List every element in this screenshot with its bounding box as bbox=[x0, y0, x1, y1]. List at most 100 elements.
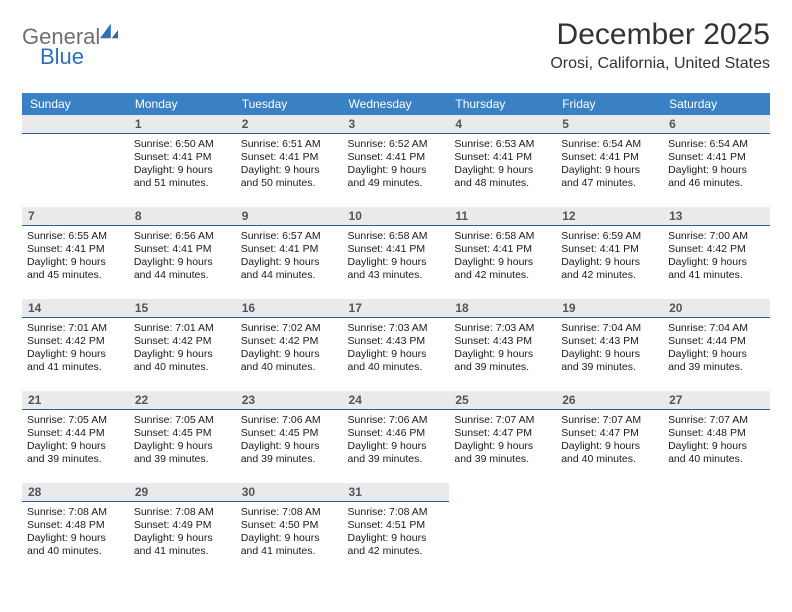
day-body: Sunrise: 7:05 AMSunset: 4:44 PMDaylight:… bbox=[22, 410, 129, 483]
daylight-line: Daylight: 9 hours and 39 minutes. bbox=[27, 440, 124, 466]
calendar-cell: 11Sunrise: 6:58 AMSunset: 4:41 PMDayligh… bbox=[449, 207, 556, 299]
day-number bbox=[449, 483, 556, 501]
weekday-sun: Sunday bbox=[22, 93, 129, 115]
day-number: 5 bbox=[556, 115, 663, 134]
calendar-row: 14Sunrise: 7:01 AMSunset: 4:42 PMDayligh… bbox=[22, 299, 770, 391]
calendar-cell: 24Sunrise: 7:06 AMSunset: 4:46 PMDayligh… bbox=[343, 391, 450, 483]
day-number: 4 bbox=[449, 115, 556, 134]
page-title: December 2025 bbox=[550, 18, 770, 51]
calendar-cell: 2Sunrise: 6:51 AMSunset: 4:41 PMDaylight… bbox=[236, 115, 343, 207]
day-number: 31 bbox=[343, 483, 450, 502]
weekday-fri: Friday bbox=[556, 93, 663, 115]
day-number: 10 bbox=[343, 207, 450, 226]
calendar-cell: 26Sunrise: 7:07 AMSunset: 4:47 PMDayligh… bbox=[556, 391, 663, 483]
calendar-cell: 22Sunrise: 7:05 AMSunset: 4:45 PMDayligh… bbox=[129, 391, 236, 483]
sunrise-line: Sunrise: 6:54 AM bbox=[561, 138, 658, 151]
day-number bbox=[556, 483, 663, 501]
sunset-line: Sunset: 4:48 PM bbox=[27, 519, 124, 532]
calendar-body: 1Sunrise: 6:50 AMSunset: 4:41 PMDaylight… bbox=[22, 115, 770, 575]
calendar-cell: 8Sunrise: 6:56 AMSunset: 4:41 PMDaylight… bbox=[129, 207, 236, 299]
day-body: Sunrise: 7:07 AMSunset: 4:48 PMDaylight:… bbox=[663, 410, 770, 483]
calendar-cell: 12Sunrise: 6:59 AMSunset: 4:41 PMDayligh… bbox=[556, 207, 663, 299]
sunrise-line: Sunrise: 6:59 AM bbox=[561, 230, 658, 243]
sunrise-line: Sunrise: 6:51 AM bbox=[241, 138, 338, 151]
day-body: Sunrise: 6:58 AMSunset: 4:41 PMDaylight:… bbox=[343, 226, 450, 299]
calendar-cell: 29Sunrise: 7:08 AMSunset: 4:49 PMDayligh… bbox=[129, 483, 236, 575]
daylight-line: Daylight: 9 hours and 40 minutes. bbox=[134, 348, 231, 374]
sunset-line: Sunset: 4:41 PM bbox=[134, 151, 231, 164]
day-number: 22 bbox=[129, 391, 236, 410]
day-body: Sunrise: 7:01 AMSunset: 4:42 PMDaylight:… bbox=[22, 318, 129, 391]
calendar-row: 1Sunrise: 6:50 AMSunset: 4:41 PMDaylight… bbox=[22, 115, 770, 207]
day-body: Sunrise: 6:55 AMSunset: 4:41 PMDaylight:… bbox=[22, 226, 129, 299]
sunset-line: Sunset: 4:42 PM bbox=[241, 335, 338, 348]
sunset-line: Sunset: 4:44 PM bbox=[668, 335, 765, 348]
day-number: 26 bbox=[556, 391, 663, 410]
day-body: Sunrise: 7:04 AMSunset: 4:43 PMDaylight:… bbox=[556, 318, 663, 391]
sunset-line: Sunset: 4:51 PM bbox=[348, 519, 445, 532]
day-body bbox=[449, 501, 556, 575]
sunrise-line: Sunrise: 6:52 AM bbox=[348, 138, 445, 151]
title-block: December 2025 Orosi, California, United … bbox=[550, 18, 770, 73]
brand-word-blue: Blue bbox=[40, 44, 84, 69]
daylight-line: Daylight: 9 hours and 51 minutes. bbox=[134, 164, 231, 190]
calendar-row: 7Sunrise: 6:55 AMSunset: 4:41 PMDaylight… bbox=[22, 207, 770, 299]
day-body: Sunrise: 6:54 AMSunset: 4:41 PMDaylight:… bbox=[556, 134, 663, 207]
sunrise-line: Sunrise: 7:08 AM bbox=[27, 506, 124, 519]
daylight-line: Daylight: 9 hours and 47 minutes. bbox=[561, 164, 658, 190]
weekday-tue: Tuesday bbox=[236, 93, 343, 115]
calendar-cell: 16Sunrise: 7:02 AMSunset: 4:42 PMDayligh… bbox=[236, 299, 343, 391]
day-number: 8 bbox=[129, 207, 236, 226]
daylight-line: Daylight: 9 hours and 42 minutes. bbox=[454, 256, 551, 282]
sunrise-line: Sunrise: 6:55 AM bbox=[27, 230, 124, 243]
daylight-line: Daylight: 9 hours and 40 minutes. bbox=[668, 440, 765, 466]
sunset-line: Sunset: 4:41 PM bbox=[241, 243, 338, 256]
day-body: Sunrise: 7:07 AMSunset: 4:47 PMDaylight:… bbox=[556, 410, 663, 483]
sunrise-line: Sunrise: 7:08 AM bbox=[241, 506, 338, 519]
day-body: Sunrise: 6:58 AMSunset: 4:41 PMDaylight:… bbox=[449, 226, 556, 299]
calendar-cell bbox=[556, 483, 663, 575]
day-body: Sunrise: 7:01 AMSunset: 4:42 PMDaylight:… bbox=[129, 318, 236, 391]
day-number: 25 bbox=[449, 391, 556, 410]
day-body bbox=[22, 134, 129, 207]
sunset-line: Sunset: 4:45 PM bbox=[134, 427, 231, 440]
sunrise-line: Sunrise: 7:03 AM bbox=[454, 322, 551, 335]
sunset-line: Sunset: 4:47 PM bbox=[454, 427, 551, 440]
sunrise-line: Sunrise: 7:06 AM bbox=[241, 414, 338, 427]
day-body: Sunrise: 7:08 AMSunset: 4:49 PMDaylight:… bbox=[129, 502, 236, 575]
day-number: 13 bbox=[663, 207, 770, 226]
day-body bbox=[556, 501, 663, 575]
day-number: 6 bbox=[663, 115, 770, 134]
calendar-cell: 3Sunrise: 6:52 AMSunset: 4:41 PMDaylight… bbox=[343, 115, 450, 207]
daylight-line: Daylight: 9 hours and 41 minutes. bbox=[134, 532, 231, 558]
daylight-line: Daylight: 9 hours and 39 minutes. bbox=[668, 348, 765, 374]
day-body: Sunrise: 7:06 AMSunset: 4:45 PMDaylight:… bbox=[236, 410, 343, 483]
sunset-line: Sunset: 4:43 PM bbox=[561, 335, 658, 348]
sunrise-line: Sunrise: 7:05 AM bbox=[27, 414, 124, 427]
sunset-line: Sunset: 4:41 PM bbox=[348, 243, 445, 256]
location-subtitle: Orosi, California, United States bbox=[550, 55, 770, 73]
day-body: Sunrise: 6:56 AMSunset: 4:41 PMDaylight:… bbox=[129, 226, 236, 299]
weekday-thu: Thursday bbox=[449, 93, 556, 115]
calendar-cell: 28Sunrise: 7:08 AMSunset: 4:48 PMDayligh… bbox=[22, 483, 129, 575]
sunrise-line: Sunrise: 7:07 AM bbox=[454, 414, 551, 427]
daylight-line: Daylight: 9 hours and 39 minutes. bbox=[561, 348, 658, 374]
calendar-cell: 4Sunrise: 6:53 AMSunset: 4:41 PMDaylight… bbox=[449, 115, 556, 207]
daylight-line: Daylight: 9 hours and 49 minutes. bbox=[348, 164, 445, 190]
sunset-line: Sunset: 4:46 PM bbox=[348, 427, 445, 440]
calendar-table: Sunday Monday Tuesday Wednesday Thursday… bbox=[22, 93, 770, 575]
calendar-page: General December 2025 Orosi, California,… bbox=[0, 0, 792, 612]
day-body: Sunrise: 7:05 AMSunset: 4:45 PMDaylight:… bbox=[129, 410, 236, 483]
sunrise-line: Sunrise: 7:08 AM bbox=[134, 506, 231, 519]
sunset-line: Sunset: 4:41 PM bbox=[454, 243, 551, 256]
day-number: 7 bbox=[22, 207, 129, 226]
sunrise-line: Sunrise: 6:57 AM bbox=[241, 230, 338, 243]
sunset-line: Sunset: 4:49 PM bbox=[134, 519, 231, 532]
daylight-line: Daylight: 9 hours and 39 minutes. bbox=[241, 440, 338, 466]
sunrise-line: Sunrise: 7:06 AM bbox=[348, 414, 445, 427]
day-body: Sunrise: 7:00 AMSunset: 4:42 PMDaylight:… bbox=[663, 226, 770, 299]
sunset-line: Sunset: 4:41 PM bbox=[561, 151, 658, 164]
calendar-cell: 10Sunrise: 6:58 AMSunset: 4:41 PMDayligh… bbox=[343, 207, 450, 299]
day-body: Sunrise: 6:52 AMSunset: 4:41 PMDaylight:… bbox=[343, 134, 450, 207]
day-body: Sunrise: 7:04 AMSunset: 4:44 PMDaylight:… bbox=[663, 318, 770, 391]
